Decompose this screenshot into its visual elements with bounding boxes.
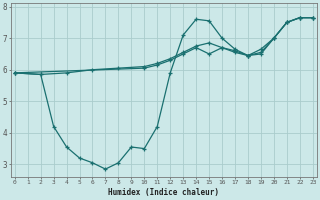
X-axis label: Humidex (Indice chaleur): Humidex (Indice chaleur): [108, 188, 219, 197]
